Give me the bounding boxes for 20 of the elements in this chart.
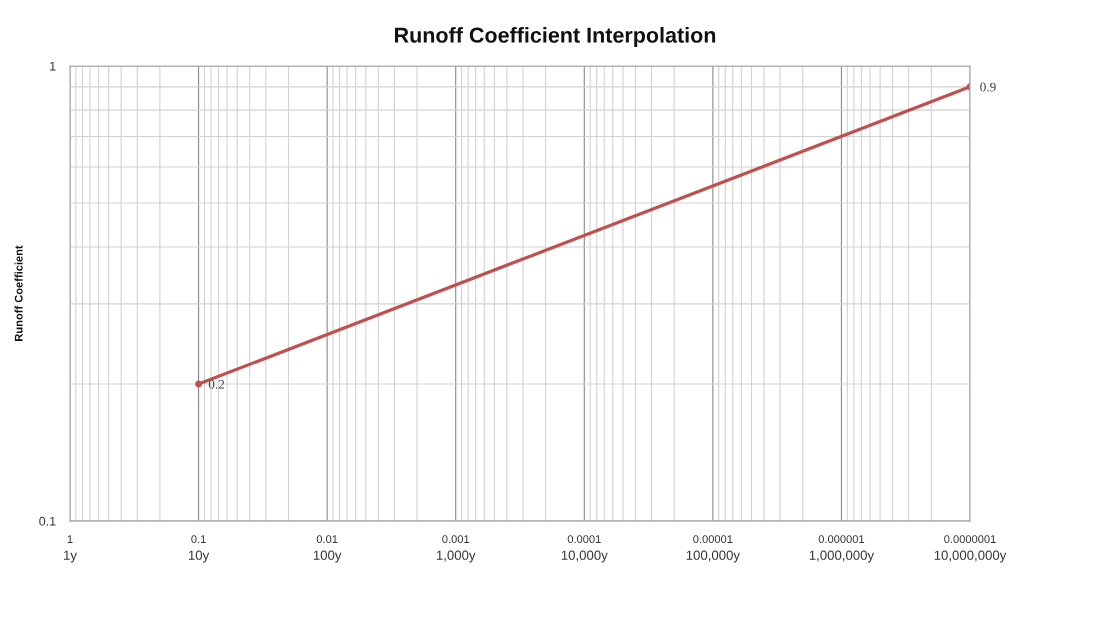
y-axis-title: Runoff Coefficient — [14, 245, 23, 341]
chart-title: Runoff Coefficient Interpolation — [395, 26, 716, 48]
x-tick-label: 0.01 — [316, 535, 338, 544]
text: 10,000,000y — [934, 550, 1007, 563]
x-tick-label: 0.001 — [442, 535, 470, 544]
text: 1y — [64, 550, 77, 563]
x-tick-label: 0.0001 — [567, 535, 601, 544]
text: 100,000y — [686, 550, 740, 563]
text: 100y — [313, 550, 342, 563]
data-label: 0.9 — [980, 82, 996, 92]
text: 10y — [188, 550, 210, 563]
text: 1,000,000y — [809, 550, 875, 563]
x-tick-label: 1 — [67, 535, 73, 543]
text: 10,000y — [561, 550, 608, 563]
x-tick-label: 0.00001 — [693, 535, 733, 544]
data-label: 0.2 — [208, 379, 225, 389]
x-tick-label: 0.000001 — [818, 535, 865, 544]
text: 1,000y — [436, 550, 476, 563]
x-tick-label: 0.0000001 — [944, 535, 996, 544]
x-tick-label: 0.1 — [191, 535, 206, 544]
